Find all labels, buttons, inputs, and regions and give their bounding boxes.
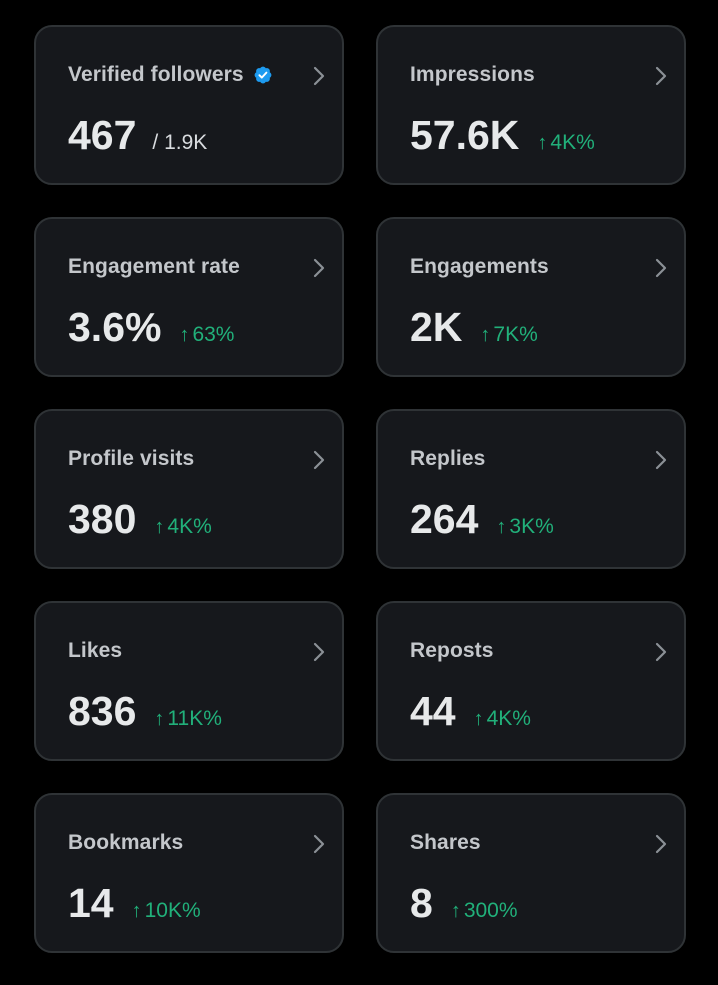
card-label: Shares: [410, 831, 481, 854]
card-label: Likes: [68, 639, 123, 662]
card-values: 44 ↑ 4K%: [410, 691, 531, 732]
card-values: 14 ↑ 10K%: [68, 883, 201, 924]
chevron-right-icon[interactable]: [654, 65, 668, 87]
change-value: 10K%: [144, 899, 201, 922]
change-value: 63%: [192, 323, 235, 346]
arrow-up-icon: ↑: [131, 900, 142, 922]
metric-total: / 1.9K: [152, 131, 208, 154]
change-value: 4K%: [167, 515, 212, 538]
card-values: 8 ↑ 300%: [410, 883, 518, 924]
metric-change: ↑ 7K%: [480, 324, 537, 345]
metric-value: 44: [410, 688, 456, 734]
card-header: Shares: [410, 831, 481, 855]
metric-value: 264: [410, 496, 479, 542]
card-header: Reposts: [410, 639, 494, 663]
card-header: Likes: [68, 639, 122, 663]
chevron-right-icon[interactable]: [654, 641, 668, 663]
card-impressions[interactable]: Impressions 57.6K ↑ 4K%: [376, 25, 686, 185]
metric-change: ↑ 4K%: [537, 132, 594, 153]
metric-change: ↑ 300%: [451, 900, 518, 921]
analytics-grid: Verified followers 467 / 1.9K Impression…: [34, 25, 686, 953]
card-label: Bookmarks: [68, 831, 184, 854]
card-header: Bookmarks: [68, 831, 183, 855]
card-values: 467 / 1.9K: [68, 115, 207, 156]
metric-value: 14: [68, 880, 114, 926]
metric-change: ↑ 4K%: [154, 516, 211, 537]
metric-value: 57.6K: [410, 112, 520, 158]
card-label: Impressions: [410, 63, 535, 86]
metric-value: 3.6%: [68, 304, 162, 350]
card-engagement-rate[interactable]: Engagement rate 3.6% ↑ 63%: [34, 217, 344, 377]
card-header: Engagements: [410, 255, 549, 279]
metric-change: ↑ 11K%: [154, 708, 221, 729]
metric-change: ↑ 10K%: [132, 900, 201, 921]
card-bookmarks[interactable]: Bookmarks 14 ↑ 10K%: [34, 793, 344, 953]
change-value: 3K%: [509, 515, 554, 538]
verified-badge-icon: [254, 66, 272, 84]
chevron-right-icon[interactable]: [312, 65, 326, 87]
chevron-right-icon[interactable]: [312, 641, 326, 663]
arrow-up-icon: ↑: [179, 324, 190, 346]
metric-change: ↑ 3K%: [496, 516, 553, 537]
card-label: Engagement rate: [68, 255, 240, 278]
change-value: 4K%: [486, 707, 531, 730]
card-header: Profile visits: [68, 447, 194, 471]
arrow-up-icon: ↑: [473, 708, 484, 730]
arrow-up-icon: ↑: [154, 516, 165, 538]
change-value: 11K%: [167, 707, 222, 730]
metric-value: 836: [68, 688, 137, 734]
metric-change: ↑ 4K%: [474, 708, 531, 729]
metric-value: 467: [68, 112, 137, 158]
card-likes[interactable]: Likes 836 ↑ 11K%: [34, 601, 344, 761]
card-verified-followers[interactable]: Verified followers 467 / 1.9K: [34, 25, 344, 185]
card-values: 836 ↑ 11K%: [68, 691, 222, 732]
card-replies[interactable]: Replies 264 ↑ 3K%: [376, 409, 686, 569]
chevron-right-icon[interactable]: [312, 833, 326, 855]
chevron-right-icon[interactable]: [654, 257, 668, 279]
card-label: Engagements: [410, 255, 549, 278]
card-values: 380 ↑ 4K%: [68, 499, 212, 540]
card-reposts[interactable]: Reposts 44 ↑ 4K%: [376, 601, 686, 761]
change-value: 7K%: [493, 323, 538, 346]
metric-value: 8: [410, 880, 433, 926]
card-header: Impressions: [410, 63, 535, 87]
card-label: Profile visits: [68, 447, 195, 470]
metric-change: ↑ 63%: [179, 324, 234, 345]
card-header: Engagement rate: [68, 255, 240, 279]
card-header: Replies: [410, 447, 485, 471]
metric-value: 2K: [410, 304, 463, 350]
card-header: Verified followers: [68, 63, 274, 87]
card-values: 3.6% ↑ 63%: [68, 307, 234, 348]
chevron-right-icon[interactable]: [654, 833, 668, 855]
card-values: 264 ↑ 3K%: [410, 499, 554, 540]
arrow-up-icon: ↑: [537, 132, 548, 154]
change-value: 4K%: [550, 131, 595, 154]
arrow-up-icon: ↑: [496, 516, 507, 538]
chevron-right-icon[interactable]: [654, 449, 668, 471]
card-label: Reposts: [410, 639, 494, 662]
arrow-up-icon: ↑: [450, 900, 461, 922]
card-label: Replies: [410, 447, 486, 470]
card-shares[interactable]: Shares 8 ↑ 300%: [376, 793, 686, 953]
card-engagements[interactable]: Engagements 2K ↑ 7K%: [376, 217, 686, 377]
chevron-right-icon[interactable]: [312, 449, 326, 471]
card-values: 2K ↑ 7K%: [410, 307, 538, 348]
card-values: 57.6K ↑ 4K%: [410, 115, 595, 156]
card-label: Verified followers: [68, 63, 244, 86]
arrow-up-icon: ↑: [480, 324, 491, 346]
card-profile-visits[interactable]: Profile visits 380 ↑ 4K%: [34, 409, 344, 569]
chevron-right-icon[interactable]: [312, 257, 326, 279]
change-value: 300%: [463, 899, 518, 922]
arrow-up-icon: ↑: [154, 708, 165, 730]
metric-value: 380: [68, 496, 137, 542]
